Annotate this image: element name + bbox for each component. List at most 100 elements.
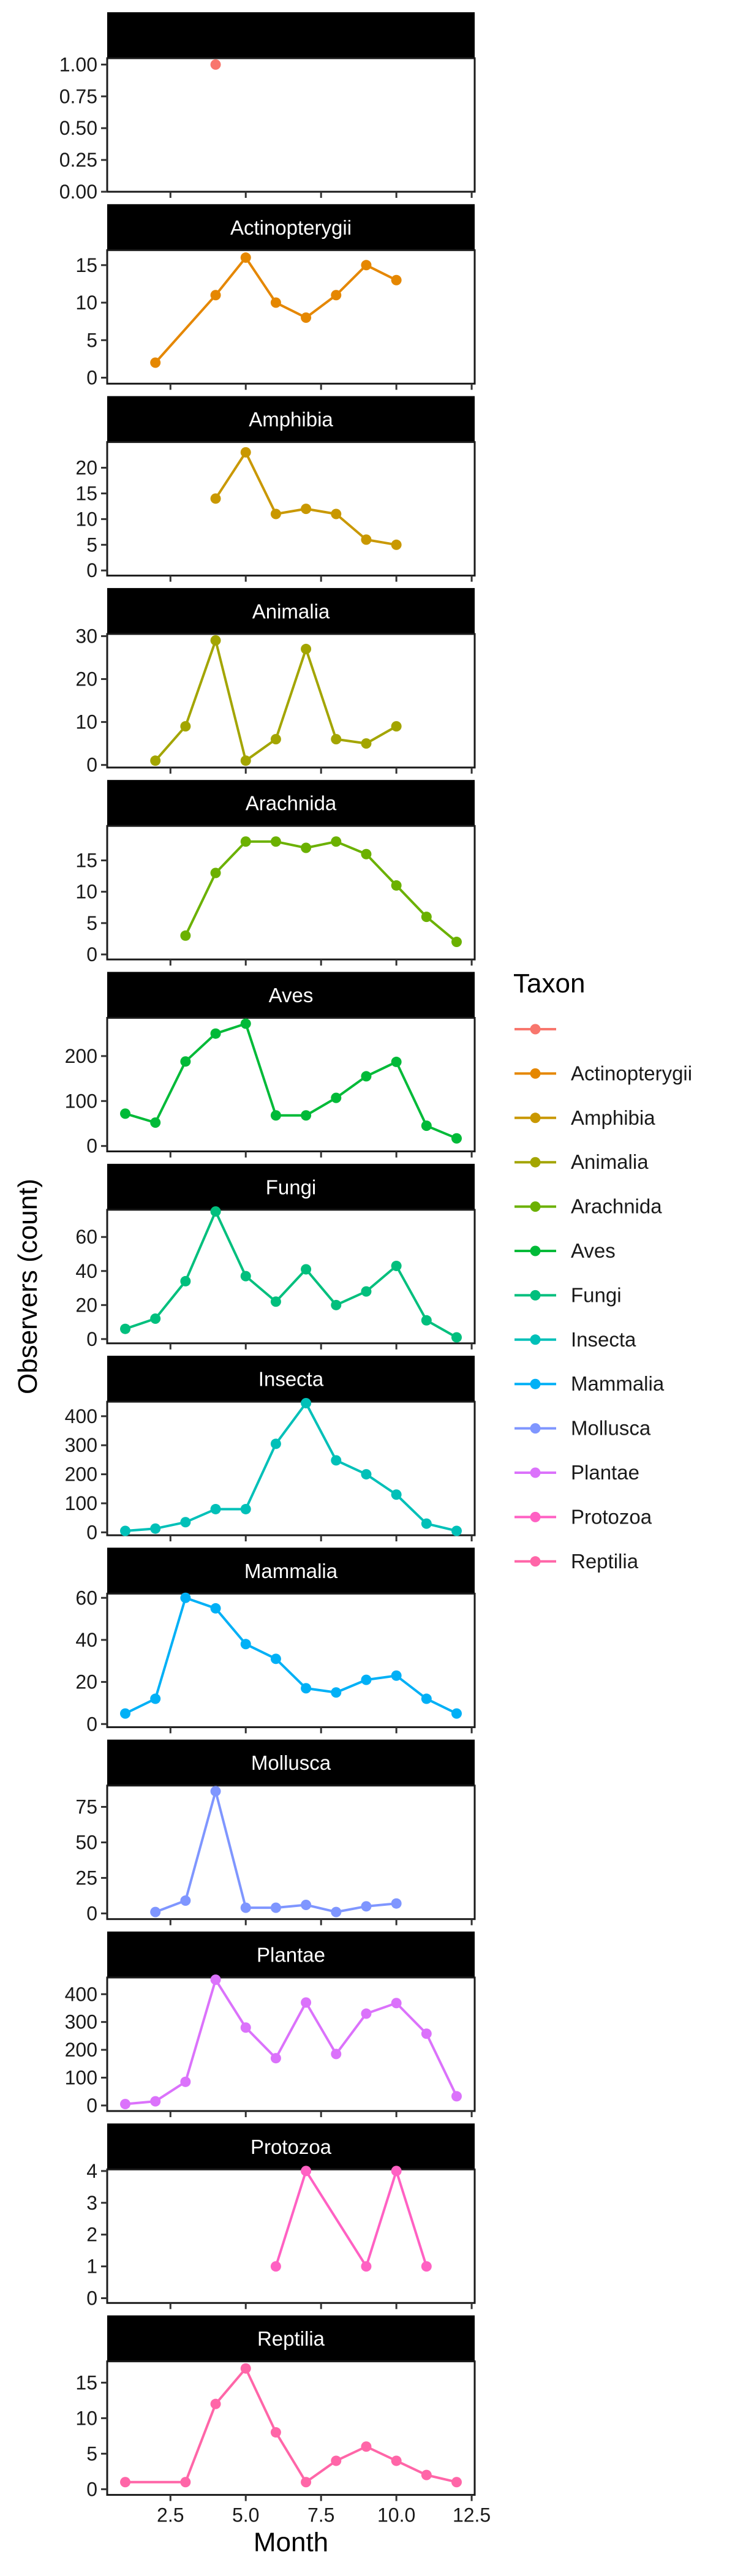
data-point [361, 1901, 372, 1912]
series-line-protozoa [274, 2169, 428, 2268]
data-point [451, 2091, 462, 2102]
y-tick-label: 0 [86, 1521, 97, 1543]
data-point [361, 2441, 372, 2452]
data-point [451, 1525, 462, 1536]
y-tick-label: 40 [75, 1260, 97, 1282]
legend-key-point [530, 1157, 541, 1168]
data-point [180, 721, 191, 732]
data-point [210, 1028, 221, 1039]
facet-panel-aves: Aves 0 100 200 [65, 972, 476, 1158]
data-point [150, 1313, 161, 1324]
legend-item-protozoa: Protozoa [514, 1505, 652, 1528]
facet-strip-label: Protozoa [251, 2136, 332, 2158]
y-tick-label: 0 [86, 367, 97, 389]
panel-frame [106, 2360, 476, 2496]
data-point [391, 1056, 402, 1067]
data-point [180, 2076, 191, 2087]
legend-item-animalia: Animalia [514, 1150, 649, 1173]
y-tick-label: 0 [86, 943, 97, 965]
data-point [150, 1906, 161, 1917]
y-tick-label: 75 [75, 1796, 97, 1818]
data-point [180, 1517, 191, 1528]
y-tick-label: 0 [86, 754, 97, 776]
data-point [180, 930, 191, 941]
data-point [331, 1687, 342, 1698]
y-tick-label: 200 [65, 1464, 97, 1486]
facet-panel-animalia: Animalia 0 10 20 30 [75, 587, 476, 776]
data-point [270, 2053, 281, 2064]
data-point [210, 1206, 221, 1217]
data-point [210, 867, 221, 878]
data-point [301, 1997, 312, 2008]
legend-key-point [530, 1112, 541, 1124]
data-point [240, 252, 251, 263]
data-point [120, 1323, 131, 1334]
y-tick-label: 5 [86, 534, 97, 556]
data-point [301, 1900, 312, 1911]
series-line-arachnida [184, 840, 458, 943]
facet-panel-arachnida: Arachnida 0 5 10 15 [75, 780, 476, 966]
data-point [180, 1895, 191, 1906]
data-point [301, 1683, 312, 1694]
data-point [120, 1108, 131, 1119]
facet-panel-fungi: Fungi 0 20 40 60 [75, 1163, 476, 1350]
data-point [210, 493, 221, 504]
series-line-plantae [125, 1978, 458, 2106]
data-point [361, 2261, 372, 2272]
data-point [270, 297, 281, 308]
data-point [391, 1998, 402, 2009]
data-point [240, 1902, 251, 1913]
y-tick-label: 15 [75, 849, 97, 871]
data-point [120, 1525, 131, 1536]
legend-label: Protozoa [571, 1505, 652, 1528]
facet-strip-aves [107, 972, 475, 1018]
data-point [270, 836, 281, 847]
data-point [120, 1708, 131, 1719]
legend-label: Reptilia [571, 1550, 639, 1573]
data-point [301, 312, 312, 323]
y-tick-label: 4 [86, 2160, 97, 2182]
data-point [301, 1110, 312, 1121]
legend-key-point [530, 1556, 541, 1567]
data-point [361, 1071, 372, 1082]
data-point [270, 1653, 281, 1664]
data-point [270, 1902, 281, 1913]
data-point [391, 721, 402, 732]
panel-frame [106, 249, 476, 385]
data-point [301, 2166, 312, 2177]
y-tick-label: 200 [65, 2039, 97, 2061]
data-point [361, 1469, 372, 1480]
data-point [421, 2469, 432, 2480]
y-tick-label: 10 [75, 508, 97, 530]
data-point [240, 755, 251, 766]
y-tick-label: 50 [75, 1831, 97, 1853]
x-tick-label: 10.0 [377, 2504, 415, 2526]
facet-strip-reptilia [107, 2315, 475, 2362]
data-point [270, 2261, 281, 2272]
legend-key-point [530, 1290, 541, 1301]
panel-frame [106, 2168, 476, 2304]
y-tick-label: 400 [65, 1405, 97, 1427]
data-point [361, 1674, 372, 1685]
legend-label: Arachnida [571, 1195, 662, 1218]
facet-panel-plantae: Plantae 0 100 200 300 400 [65, 1932, 476, 2117]
x-axis-title: Month [254, 2528, 328, 2558]
y-tick-label: 400 [65, 1983, 97, 2005]
data-point [331, 1299, 342, 1310]
data-point [301, 2477, 312, 2488]
data-point [421, 1315, 432, 1326]
legend-key-point [530, 1024, 541, 1035]
data-point [301, 504, 312, 515]
legend-label: Amphibia [571, 1106, 655, 1129]
y-tick-label: 0 [86, 1328, 97, 1350]
data-point [391, 274, 402, 285]
series-line-reptilia [125, 2367, 457, 2483]
data-point [421, 1518, 432, 1529]
data-point [391, 2455, 402, 2466]
data-point [270, 734, 281, 745]
data-point [180, 2477, 191, 2488]
facet-strip-label: Insecta [258, 1368, 324, 1391]
y-tick-label: 3 [86, 2192, 97, 2214]
data-point [421, 2028, 432, 2039]
